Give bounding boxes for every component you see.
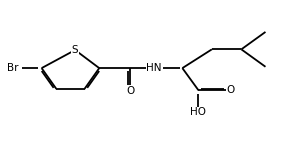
Text: HO: HO: [190, 107, 206, 117]
Text: HN: HN: [146, 63, 162, 73]
Text: Br: Br: [7, 63, 19, 73]
Text: O: O: [227, 85, 235, 95]
Text: O: O: [126, 86, 134, 96]
Text: S: S: [72, 45, 79, 55]
